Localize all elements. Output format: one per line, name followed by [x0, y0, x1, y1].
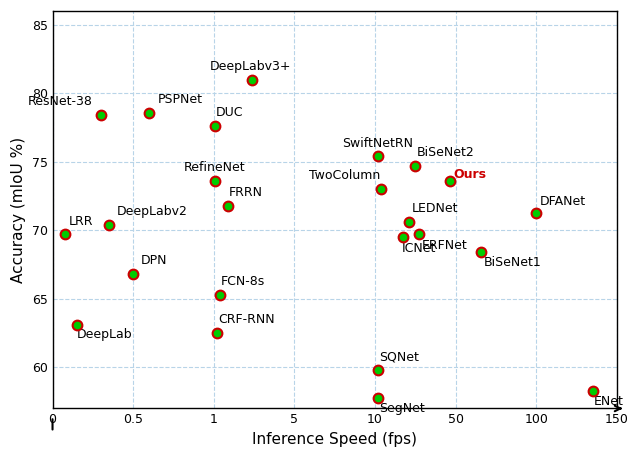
Text: FCN-8s: FCN-8s: [221, 275, 265, 288]
Text: CRF-RNN: CRF-RNN: [218, 313, 275, 326]
Text: ENet: ENet: [593, 395, 623, 409]
Text: LEDNet: LEDNet: [412, 202, 458, 215]
Text: DPN: DPN: [141, 254, 168, 267]
Text: FRRN: FRRN: [229, 186, 263, 199]
Text: SwiftNetRN: SwiftNetRN: [342, 136, 413, 149]
Text: PSPNet: PSPNet: [157, 93, 202, 106]
Text: DeepLabv3+: DeepLabv3+: [209, 60, 291, 73]
Text: DeepLabv2: DeepLabv2: [117, 205, 188, 218]
Text: BiSeNet2: BiSeNet2: [417, 146, 474, 159]
Text: Ours: Ours: [454, 168, 486, 181]
Text: BiSeNet1: BiSeNet1: [484, 256, 541, 269]
Text: RefineNet: RefineNet: [184, 161, 246, 174]
Text: TwoColumn: TwoColumn: [309, 169, 380, 182]
X-axis label: Inference Speed (fps): Inference Speed (fps): [252, 432, 417, 447]
Text: ICNet: ICNet: [401, 242, 436, 255]
Text: DUC: DUC: [216, 106, 243, 120]
Text: DeepLab: DeepLab: [77, 328, 132, 341]
Text: ERFNet: ERFNet: [421, 239, 467, 252]
Text: SegNet: SegNet: [379, 402, 425, 415]
Text: ResNet-38: ResNet-38: [28, 95, 93, 109]
Text: DFANet: DFANet: [540, 196, 586, 208]
Y-axis label: Accuracy (mIoU %): Accuracy (mIoU %): [11, 137, 26, 283]
Text: LRR: LRR: [68, 215, 93, 228]
Text: SQNet: SQNet: [379, 350, 419, 363]
